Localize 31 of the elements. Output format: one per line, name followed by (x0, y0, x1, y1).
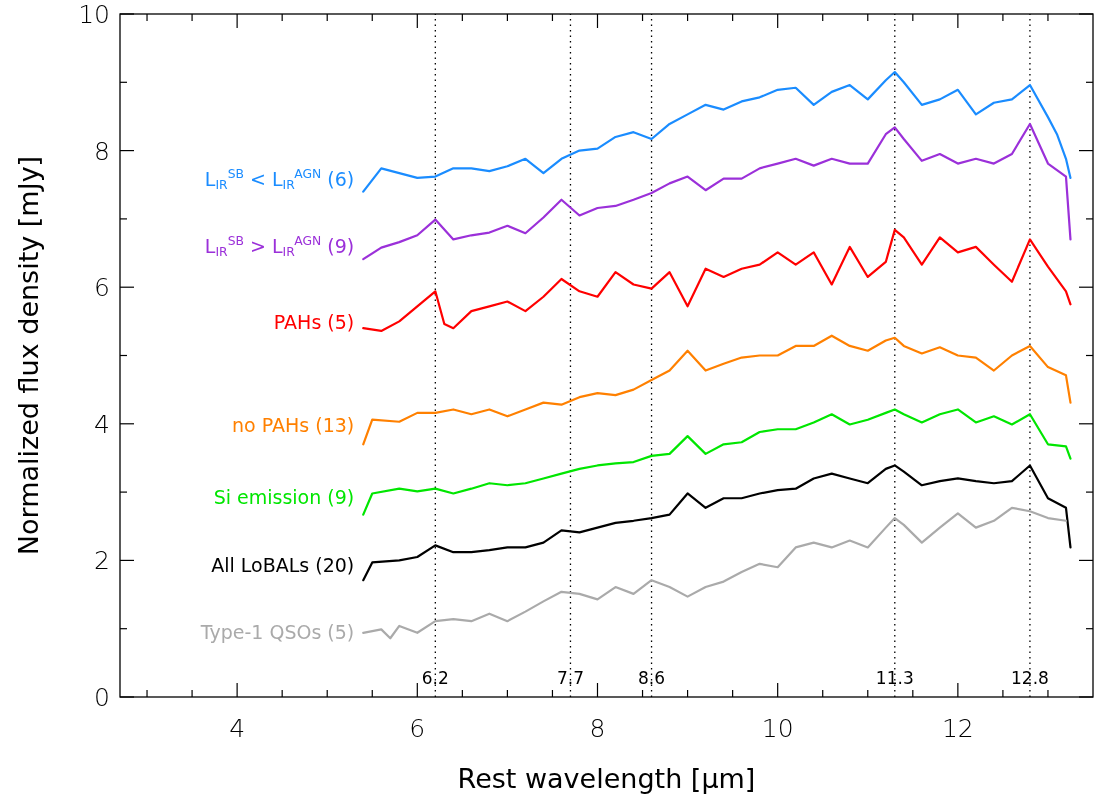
series-label: L$_{IR}$$^{SB}$ > L$_{IR}$$^{AGN}$ (9) (204, 233, 355, 260)
x-axis-title: Rest wavelength [μm] (457, 763, 756, 794)
x-tick-label: 4 (229, 714, 246, 743)
line-series (362, 70, 1072, 193)
line-series (362, 228, 1072, 333)
y-tick-label: 4 (94, 409, 110, 439)
line-series (362, 122, 1072, 261)
series-label: Type-1 QSOs (5) (199, 620, 355, 643)
series-label: Si emission (9) (213, 486, 355, 509)
y-axis-title: Normalized flux density [mJy] (13, 155, 44, 556)
y-tick-label: 10 (78, 0, 110, 29)
line-series (362, 408, 1072, 516)
y-tick-label: 6 (94, 273, 110, 303)
line-series (362, 334, 1072, 446)
ref-line-label: 7.7 (556, 668, 584, 688)
x-tick-label: 8 (589, 714, 606, 743)
x-tick-label: 6 (409, 714, 426, 743)
series-label: no PAHs (13) (232, 413, 355, 436)
ref-line-label: 8.6 (638, 668, 666, 688)
series-label: PAHs (5) (273, 310, 355, 333)
ref-line-label: 6.2 (421, 668, 449, 688)
ref-line-label: 11.3 (875, 668, 914, 688)
y-tick-label: 8 (94, 136, 110, 166)
y-tick-label: 2 (94, 546, 110, 576)
x-tick-label: 12 (941, 714, 974, 743)
y-tick-label: 0 (94, 683, 110, 712)
ref-line-label: 12.8 (1011, 668, 1049, 688)
line-series (362, 506, 1068, 640)
series-label: All LoBALs (20) (211, 554, 355, 577)
x-tick-label: 10 (761, 714, 794, 743)
series-label: L$_{IR}$$^{SB}$ < L$_{IR}$$^{AGN}$ (6) (204, 166, 355, 192)
